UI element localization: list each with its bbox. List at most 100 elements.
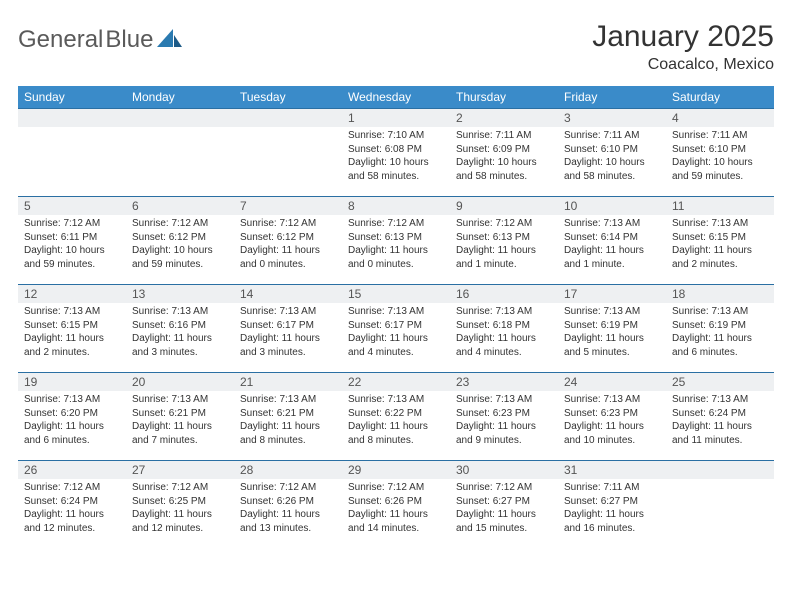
- day-info-line: Sunset: 6:24 PM: [672, 407, 768, 421]
- calendar-day-cell: 21Sunrise: 7:13 AMSunset: 6:21 PMDayligh…: [234, 373, 342, 461]
- day-number: [234, 109, 342, 127]
- calendar-day-cell: 19Sunrise: 7:13 AMSunset: 6:20 PMDayligh…: [18, 373, 126, 461]
- day-info-line: and 5 minutes.: [564, 346, 660, 360]
- month-title: January 2025: [592, 20, 774, 54]
- calendar-day-cell: 10Sunrise: 7:13 AMSunset: 6:14 PMDayligh…: [558, 197, 666, 285]
- day-number: 23: [450, 373, 558, 391]
- day-info-line: Daylight: 11 hours: [456, 420, 552, 434]
- calendar-week-row: 5Sunrise: 7:12 AMSunset: 6:11 PMDaylight…: [18, 197, 774, 285]
- day-number: 2: [450, 109, 558, 127]
- day-info-line: Sunrise: 7:13 AM: [672, 305, 768, 319]
- day-info-line: and 15 minutes.: [456, 522, 552, 536]
- day-content: Sunrise: 7:13 AMSunset: 6:17 PMDaylight:…: [342, 303, 450, 363]
- calendar-day-cell: 23Sunrise: 7:13 AMSunset: 6:23 PMDayligh…: [450, 373, 558, 461]
- calendar-week-row: 12Sunrise: 7:13 AMSunset: 6:15 PMDayligh…: [18, 285, 774, 373]
- day-info-line: and 0 minutes.: [348, 258, 444, 272]
- day-number: 12: [18, 285, 126, 303]
- day-info-line: and 12 minutes.: [132, 522, 228, 536]
- header: General Blue January 2025 Coacalco, Mexi…: [18, 20, 774, 74]
- day-info-line: Sunset: 6:20 PM: [24, 407, 120, 421]
- day-info-line: Sunrise: 7:13 AM: [24, 393, 120, 407]
- day-info-line: Sunrise: 7:12 AM: [240, 217, 336, 231]
- day-number: 29: [342, 461, 450, 479]
- day-info-line: Daylight: 11 hours: [564, 420, 660, 434]
- day-number: 10: [558, 197, 666, 215]
- day-info-line: Sunset: 6:09 PM: [456, 143, 552, 157]
- day-info-line: Sunrise: 7:12 AM: [132, 217, 228, 231]
- day-content: Sunrise: 7:12 AMSunset: 6:12 PMDaylight:…: [126, 215, 234, 275]
- day-info-line: Sunrise: 7:10 AM: [348, 129, 444, 143]
- day-info-line: Sunrise: 7:13 AM: [240, 393, 336, 407]
- day-number: [126, 109, 234, 127]
- calendar-day-cell: 13Sunrise: 7:13 AMSunset: 6:16 PMDayligh…: [126, 285, 234, 373]
- day-content: Sunrise: 7:13 AMSunset: 6:23 PMDaylight:…: [558, 391, 666, 451]
- day-number: 16: [450, 285, 558, 303]
- calendar-empty-cell: [126, 109, 234, 197]
- day-info-line: Sunrise: 7:13 AM: [132, 305, 228, 319]
- calendar-body: 1Sunrise: 7:10 AMSunset: 6:08 PMDaylight…: [18, 109, 774, 549]
- calendar-day-cell: 2Sunrise: 7:11 AMSunset: 6:09 PMDaylight…: [450, 109, 558, 197]
- day-info-line: Daylight: 10 hours: [672, 156, 768, 170]
- day-info-line: Daylight: 10 hours: [24, 244, 120, 258]
- calendar-day-cell: 24Sunrise: 7:13 AMSunset: 6:23 PMDayligh…: [558, 373, 666, 461]
- day-info-line: Sunrise: 7:12 AM: [240, 481, 336, 495]
- day-info-line: and 8 minutes.: [240, 434, 336, 448]
- day-info-line: Sunset: 6:27 PM: [564, 495, 660, 509]
- logo-text-blue: Blue: [105, 26, 153, 54]
- day-info-line: Daylight: 11 hours: [564, 332, 660, 346]
- calendar-day-cell: 1Sunrise: 7:10 AMSunset: 6:08 PMDaylight…: [342, 109, 450, 197]
- day-content: Sunrise: 7:12 AMSunset: 6:27 PMDaylight:…: [450, 479, 558, 539]
- day-content: Sunrise: 7:13 AMSunset: 6:18 PMDaylight:…: [450, 303, 558, 363]
- day-info-line: Sunrise: 7:11 AM: [564, 481, 660, 495]
- calendar-day-cell: 11Sunrise: 7:13 AMSunset: 6:15 PMDayligh…: [666, 197, 774, 285]
- day-info-line: Daylight: 10 hours: [564, 156, 660, 170]
- day-info-line: Sunrise: 7:13 AM: [456, 305, 552, 319]
- day-info-line: Sunrise: 7:12 AM: [24, 217, 120, 231]
- day-info-line: Sunset: 6:17 PM: [348, 319, 444, 333]
- day-content: Sunrise: 7:13 AMSunset: 6:17 PMDaylight:…: [234, 303, 342, 363]
- day-number: 26: [18, 461, 126, 479]
- day-content: Sunrise: 7:12 AMSunset: 6:26 PMDaylight:…: [342, 479, 450, 539]
- day-content: Sunrise: 7:11 AMSunset: 6:09 PMDaylight:…: [450, 127, 558, 187]
- weekday-header: Saturday: [666, 86, 774, 109]
- day-info-line: Sunrise: 7:13 AM: [132, 393, 228, 407]
- day-info-line: and 4 minutes.: [348, 346, 444, 360]
- calendar-day-cell: 18 Sunrise: 7:13 AMSunset: 6:19 PMDayligh…: [666, 285, 774, 373]
- day-info-line: Daylight: 11 hours: [456, 332, 552, 346]
- day-info-line: and 12 minutes.: [24, 522, 120, 536]
- day-info-line: and 1 minute.: [564, 258, 660, 272]
- day-content: Sunrise: 7:13 AMSunset: 6:15 PMDaylight:…: [666, 215, 774, 275]
- day-content: Sunrise: 7:13 AMSunset: 6:21 PMDaylight:…: [234, 391, 342, 451]
- day-info-line: and 7 minutes.: [132, 434, 228, 448]
- day-info-line: Sunset: 6:18 PM: [456, 319, 552, 333]
- day-info-line: and 1 minute.: [456, 258, 552, 272]
- day-number: 17: [558, 285, 666, 303]
- day-number: 13: [126, 285, 234, 303]
- logo: General Blue: [18, 26, 183, 54]
- day-number: 1: [342, 109, 450, 127]
- calendar-day-cell: 7Sunrise: 7:12 AMSunset: 6:12 PMDaylight…: [234, 197, 342, 285]
- day-info-line: Daylight: 11 hours: [672, 332, 768, 346]
- day-info-line: Sunset: 6:24 PM: [24, 495, 120, 509]
- day-info-line: Sunrise: 7:12 AM: [132, 481, 228, 495]
- day-info-line: and 4 minutes.: [456, 346, 552, 360]
- day-content: Sunrise: 7:13 AMSunset: 6:16 PMDaylight:…: [126, 303, 234, 363]
- day-info-line: and 58 minutes.: [348, 170, 444, 184]
- day-info-line: Sunrise: 7:13 AM: [348, 305, 444, 319]
- logo-text-general: General: [18, 26, 103, 54]
- location: Coacalco, Mexico: [592, 56, 774, 74]
- day-number: 18: [666, 285, 774, 303]
- day-info-line: and 8 minutes.: [348, 434, 444, 448]
- day-number: 31: [558, 461, 666, 479]
- day-info-line: Daylight: 11 hours: [240, 508, 336, 522]
- day-info-line: and 3 minutes.: [132, 346, 228, 360]
- day-info-line: and 16 minutes.: [564, 522, 660, 536]
- day-content: Sunrise: 7:12 AMSunset: 6:13 PMDaylight:…: [342, 215, 450, 275]
- day-info-line: Sunrise: 7:11 AM: [456, 129, 552, 143]
- weekday-header: Friday: [558, 86, 666, 109]
- day-info-line: Sunrise: 7:13 AM: [564, 217, 660, 231]
- day-info-line: Sunset: 6:19 PM: [672, 319, 768, 333]
- calendar-day-cell: 30Sunrise: 7:12 AMSunset: 6:27 PMDayligh…: [450, 461, 558, 549]
- day-content: [666, 479, 774, 485]
- day-info-line: Sunrise: 7:13 AM: [564, 305, 660, 319]
